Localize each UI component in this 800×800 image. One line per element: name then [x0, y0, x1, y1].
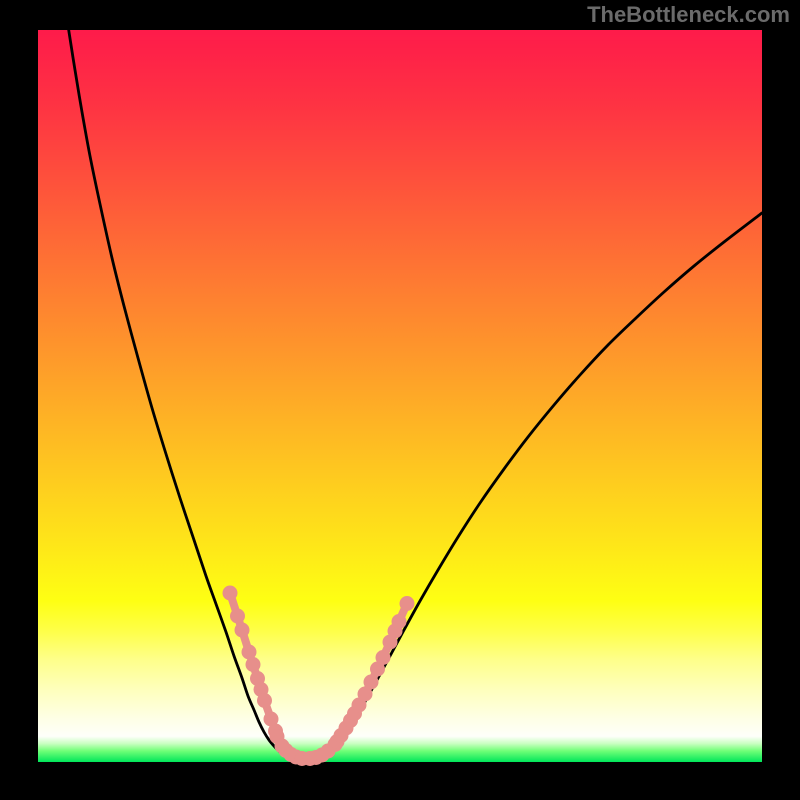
marker-right-marker — [376, 650, 391, 665]
marker-left-marker — [230, 609, 245, 624]
marker-right-marker — [364, 675, 379, 690]
watermark-text: TheBottleneck.com — [587, 2, 790, 28]
chart-svg — [0, 0, 800, 800]
marker-left-marker — [246, 657, 261, 672]
marker-left-marker — [235, 623, 250, 638]
marker-left-marker — [223, 586, 238, 601]
chart-root: TheBottleneck.com — [0, 0, 800, 800]
marker-left-marker — [257, 693, 272, 708]
plot-area — [38, 30, 762, 762]
marker-right-marker — [400, 596, 415, 611]
marker-right-marker — [392, 614, 407, 629]
